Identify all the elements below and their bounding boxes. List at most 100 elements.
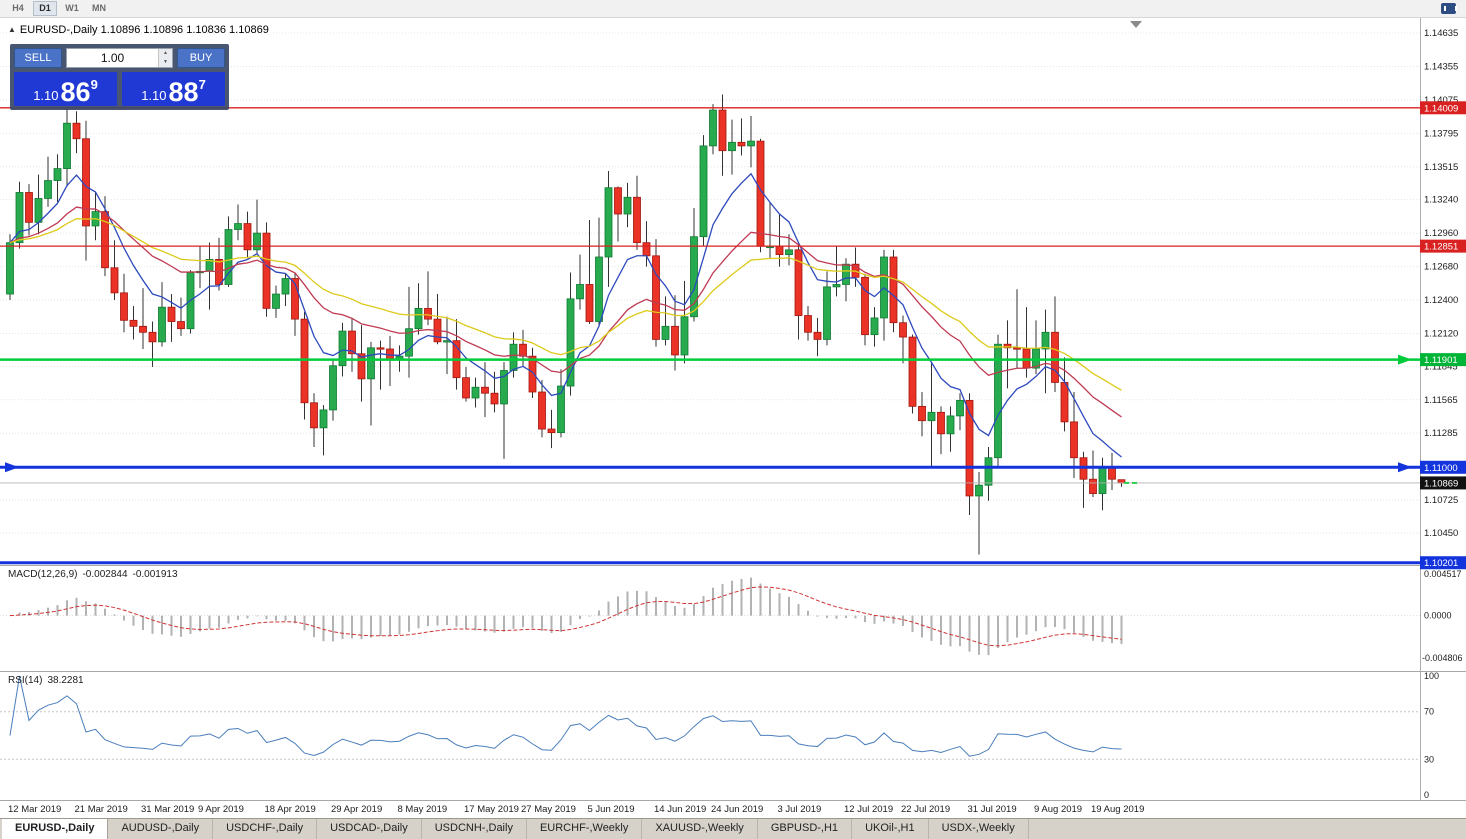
bear-candle xyxy=(300,318,309,404)
bear-candle xyxy=(718,109,727,152)
sell-button[interactable]: SELL xyxy=(14,48,62,68)
bear-candle xyxy=(1051,331,1059,383)
chart-title: ▲ EURUSD-,Daily 1.10896 1.10896 1.10836 … xyxy=(8,24,269,36)
sell-price-prefix: 1.10 xyxy=(33,87,59,103)
svg-text:70: 70 xyxy=(1424,707,1434,717)
bull-candle xyxy=(367,347,375,380)
buy-price-prefix: 1.10 xyxy=(141,87,167,103)
bear-candle xyxy=(861,276,869,336)
svg-text:0.004517: 0.004517 xyxy=(1424,569,1462,579)
chart-tab-ukoil-h1[interactable]: UKOil-,H1 xyxy=(852,819,929,839)
bull-candle xyxy=(604,187,613,258)
volume-increase-icon[interactable]: ▲ xyxy=(159,49,172,58)
bear-candle xyxy=(1089,478,1097,494)
bull-candle xyxy=(53,168,62,181)
chart-tab-gbpusd-h1[interactable]: GBPUSD-,H1 xyxy=(758,819,853,839)
bear-candle xyxy=(291,278,299,320)
candlesticks xyxy=(6,94,1126,555)
level-arrow-icon xyxy=(1398,462,1412,473)
bull-candle xyxy=(661,325,670,340)
price-tick-label: 1.10450 xyxy=(1424,528,1458,539)
date-label: 22 Jul 2019 xyxy=(901,804,950,815)
chart-tab-usdcnh-daily[interactable]: USDCNH-,Daily xyxy=(422,819,527,839)
bear-candle xyxy=(585,284,594,322)
bear-candle xyxy=(899,322,907,338)
price-badge xyxy=(1420,476,1466,490)
price-scale[interactable]: 1.14635 1.14355 1.14075 1.13795 1.13515 1.132… xyxy=(0,18,1466,801)
timeframe-h4-button[interactable]: H4 xyxy=(6,1,30,16)
bear-candle xyxy=(348,330,356,355)
bull-candle xyxy=(1098,466,1107,494)
date-label: 19 Aug 2019 xyxy=(1091,804,1144,815)
bear-candle xyxy=(167,306,176,322)
price-badge-label: 1.12851 xyxy=(1424,242,1458,253)
date-label: 29 Apr 2019 xyxy=(331,804,382,815)
chart-tab-eurchf-weekly[interactable]: EURCHF-,Weekly xyxy=(527,819,643,839)
ma-21-line xyxy=(9,206,1122,418)
chart-tab-usdx-weekly[interactable]: USDX-,Weekly xyxy=(929,819,1029,839)
buy-button[interactable]: BUY xyxy=(177,48,225,68)
bear-candle xyxy=(1003,343,1012,349)
chart-title-text: EURUSD-,Daily 1.10896 1.10896 1.10836 1.… xyxy=(19,24,269,36)
price-tick-label: 1.12680 xyxy=(1424,262,1458,273)
bull-candle xyxy=(576,284,584,300)
date-label: 27 May 2019 xyxy=(521,804,576,815)
rsi-pane xyxy=(0,675,1420,760)
price-tick-label: 1.14075 xyxy=(1424,95,1458,106)
date-label: 18 Apr 2019 xyxy=(265,804,316,815)
timeframe-toolbar: H4 D1 W1 MN xyxy=(0,0,1466,18)
timeframe-mn-button[interactable]: MN xyxy=(87,1,111,16)
bear-candle xyxy=(1070,421,1078,459)
timeframe-w1-button[interactable]: W1 xyxy=(60,1,84,16)
date-label: 14 Jun 2019 xyxy=(654,804,706,815)
one-click-trading-panel: SELL 1.00 ▲ ▼ BUY 1.10 86 9 1.10 88 7 xyxy=(10,44,229,110)
volume-input[interactable]: 1.00 ▲ ▼ xyxy=(66,48,173,68)
macd-signal-line xyxy=(9,586,1122,647)
chart-window-icon[interactable] xyxy=(1441,3,1457,14)
bull-candle xyxy=(272,293,280,309)
chart-tab-audusd-daily[interactable]: AUDUSD-,Daily xyxy=(108,819,214,839)
bull-candle xyxy=(785,249,793,256)
bear-candle xyxy=(481,386,489,394)
bear-candle xyxy=(652,255,660,340)
date-label: 9 Aug 2019 xyxy=(1034,804,1082,815)
volume-decrease-icon[interactable]: ▼ xyxy=(159,58,172,67)
chart-tab-usdchf-daily[interactable]: USDCHF-,Daily xyxy=(213,819,318,839)
volume-value: 1.00 xyxy=(100,51,125,65)
price-tick-label: 1.12120 xyxy=(1424,328,1458,339)
bull-candle xyxy=(509,343,518,371)
buy-price-display[interactable]: 1.10 88 7 xyxy=(122,72,225,106)
moving-averages xyxy=(9,172,1122,458)
ma-8-line xyxy=(9,172,1122,458)
timeframe-d1-button[interactable]: D1 xyxy=(33,1,57,16)
svg-text:0.0000: 0.0000 xyxy=(1424,611,1452,621)
price-badge xyxy=(1420,239,1466,253)
date-label: 17 May 2019 xyxy=(464,804,519,815)
chart-tab-usdcad-daily[interactable]: USDCAD-,Daily xyxy=(317,819,422,839)
chart-shift-icon[interactable] xyxy=(1130,21,1142,28)
bull-candle xyxy=(405,328,413,357)
date-axis[interactable]: 12 Mar 2019 21 Mar 2019 31 Mar 2019 9 Apr 2… xyxy=(8,804,1144,815)
date-label: 21 Mar 2019 xyxy=(75,804,128,815)
chart-tab-xauusd-weekly[interactable]: XAUUSD-,Weekly xyxy=(642,819,758,839)
date-label: 5 Jun 2019 xyxy=(588,804,635,815)
bear-candle xyxy=(376,347,385,350)
svg-text:100: 100 xyxy=(1424,671,1439,681)
bull-candle xyxy=(823,286,831,340)
bull-candle xyxy=(500,370,508,405)
bull-candle xyxy=(747,140,755,147)
one-click-collapse-icon[interactable]: ▲ xyxy=(8,25,16,34)
bull-candle xyxy=(158,306,166,343)
chart-canvas[interactable]: 1.14635 1.14355 1.14075 1.13795 1.13515 1.132… xyxy=(0,18,1466,818)
date-label: 24 Jun 2019 xyxy=(711,804,763,815)
bear-candle xyxy=(775,245,784,256)
bear-candle xyxy=(937,411,945,435)
price-badge-label: 1.11901 xyxy=(1424,355,1458,366)
chart-tab-eurusd-daily[interactable]: EURUSD-,Daily xyxy=(2,819,109,839)
price-tick-label: 1.13515 xyxy=(1424,162,1458,173)
sell-price-display[interactable]: 1.10 86 9 xyxy=(14,72,117,106)
bear-candle xyxy=(462,377,470,399)
bear-candle xyxy=(357,353,366,380)
level-lines[interactable] xyxy=(0,107,1420,565)
bear-candle xyxy=(614,187,622,215)
